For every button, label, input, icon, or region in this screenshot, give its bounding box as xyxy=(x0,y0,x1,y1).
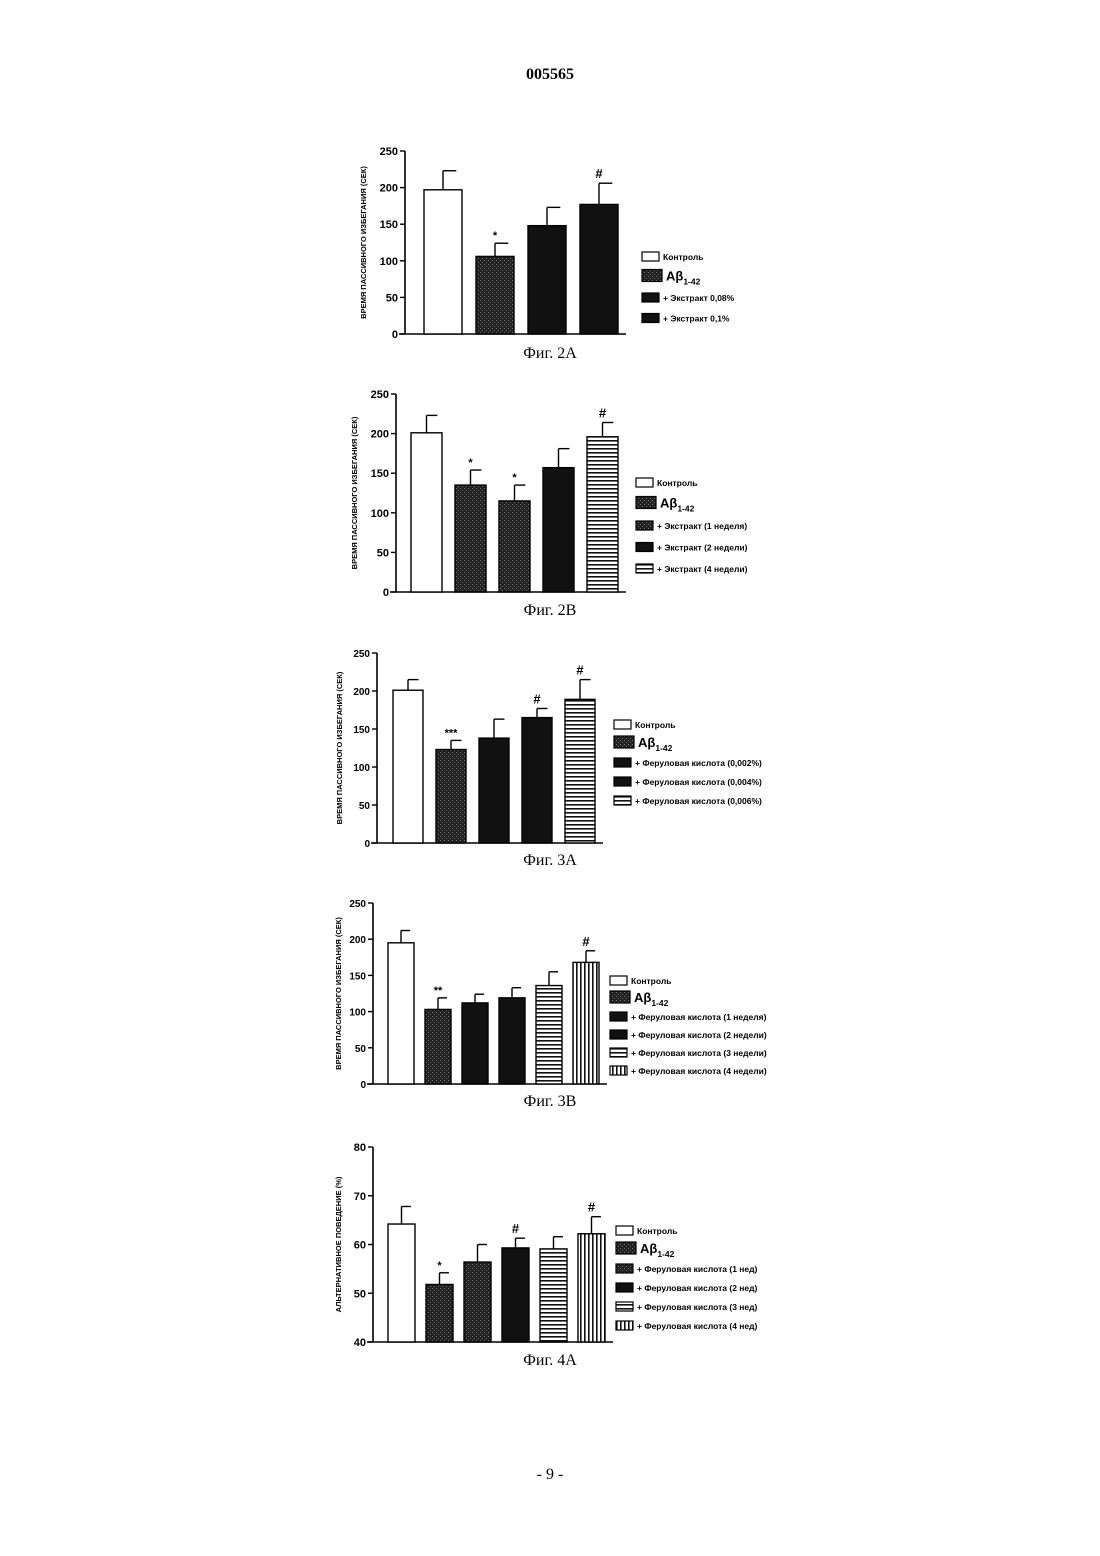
legend-label: Контроль xyxy=(637,1226,677,1236)
bar-5 xyxy=(540,1249,567,1342)
legend-swatch xyxy=(616,1242,636,1254)
legend-swatch xyxy=(616,1321,633,1330)
y-tick-label: 40 xyxy=(354,1337,366,1349)
figure-caption: Фиг. 4A xyxy=(0,1352,1100,1370)
y-tick-label: 70 xyxy=(354,1191,366,1203)
legend-swatch xyxy=(616,1283,633,1292)
bar-3 xyxy=(464,1262,491,1342)
page-footer-number: - 9 - xyxy=(0,1466,1100,1484)
legend-label: + Феруловая кислота (4 нед) xyxy=(637,1321,758,1331)
y-tick-label: 60 xyxy=(354,1240,366,1252)
y-tick-label: 50 xyxy=(354,1288,366,1300)
bar-2 xyxy=(426,1284,453,1342)
bar-4 xyxy=(502,1248,529,1342)
bar-1 xyxy=(388,1224,415,1342)
bar-6 xyxy=(578,1234,605,1342)
chart-fig-4a: 40 50 60 70 80 АЛЬТЕРНАТИВНОЕ ПОВЕДЕНИЕ (%) * #… xyxy=(0,0,1100,1380)
legend-label: + Феруловая кислота (1 нед) xyxy=(637,1264,758,1274)
legend-label: Aβ1-42 xyxy=(640,1241,675,1259)
legend-label: + Феруловая кислота (3 нед) xyxy=(637,1302,758,1312)
y-axis-label: АЛЬТЕРНАТИВНОЕ ПОВЕДЕНИЕ (%) xyxy=(334,1176,343,1312)
legend-swatch xyxy=(616,1302,633,1311)
significance-mark: # xyxy=(588,1200,596,1215)
legend-swatch xyxy=(616,1264,633,1273)
legend-label-subscript: 1-42 xyxy=(657,1249,674,1259)
y-tick-label: 80 xyxy=(354,1142,366,1154)
legend-label: + Феруловая кислота (2 нед) xyxy=(637,1283,758,1293)
legend-swatch xyxy=(616,1226,633,1235)
significance-mark: * xyxy=(437,1260,442,1272)
significance-mark: # xyxy=(512,1221,520,1236)
